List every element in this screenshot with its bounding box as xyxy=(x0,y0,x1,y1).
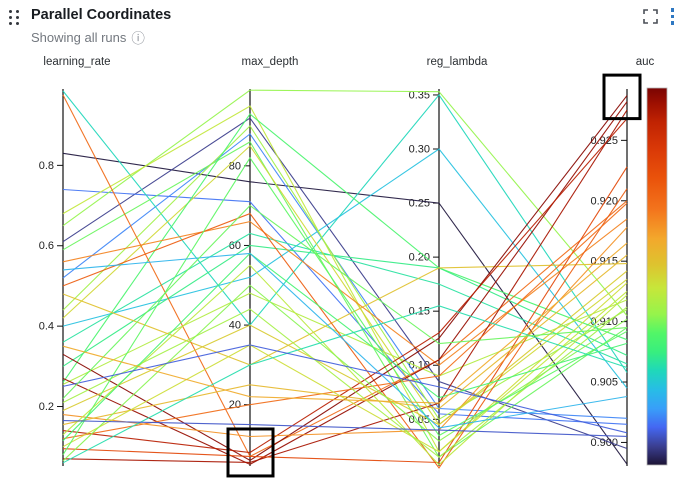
run-line[interactable] xyxy=(62,145,628,426)
axis-title-auc: auc xyxy=(636,56,655,68)
kebab-menu-button[interactable] xyxy=(670,8,674,25)
tick-label: 0.25 xyxy=(409,198,430,210)
tick-label: 0.925 xyxy=(590,135,618,147)
run-line[interactable] xyxy=(62,202,628,440)
run-line[interactable] xyxy=(62,117,628,450)
run-line[interactable] xyxy=(62,242,628,404)
run-line[interactable] xyxy=(62,292,628,385)
run-line[interactable] xyxy=(62,90,628,373)
run-line[interactable] xyxy=(62,105,628,453)
run-line[interactable] xyxy=(62,218,628,366)
run-line[interactable] xyxy=(62,118,628,454)
tick-label: 0.30 xyxy=(409,144,430,156)
run-line[interactable] xyxy=(62,254,628,426)
run-line[interactable] xyxy=(62,101,628,466)
run-line[interactable] xyxy=(62,284,628,462)
panel-title: Parallel Coordinates xyxy=(31,7,172,23)
tick-label: 80 xyxy=(229,160,241,172)
tick-label: 0.900 xyxy=(590,437,618,449)
fullscreen-icon xyxy=(642,8,658,24)
axis-learning_rate[interactable]: learning_rate 0.8 0.6 0.4 0.2 xyxy=(39,56,111,466)
panel-header: Parallel Coordinates Showing all runs ⓘ xyxy=(0,0,686,48)
run-lines[interactable] xyxy=(62,89,628,469)
annotation-box-max_depth[interactable] xyxy=(226,427,275,478)
run-line[interactable] xyxy=(62,95,628,462)
run-line[interactable] xyxy=(62,344,628,434)
tick-label: 0.35 xyxy=(409,89,430,101)
run-line[interactable] xyxy=(62,94,628,458)
run-line[interactable] xyxy=(62,204,628,399)
axis-title-learning_rate: learning_rate xyxy=(43,56,110,68)
run-line[interactable] xyxy=(62,420,628,437)
run-line[interactable] xyxy=(62,306,628,458)
run-line[interactable] xyxy=(62,264,628,466)
run-line[interactable] xyxy=(62,89,628,316)
tick-label: 0.8 xyxy=(39,160,54,172)
run-line[interactable] xyxy=(62,166,628,464)
annotation-box-auc[interactable] xyxy=(602,73,642,121)
run-line[interactable] xyxy=(62,252,628,429)
axis-title-reg_lambda: reg_lambda xyxy=(427,56,488,68)
axis-title-max_depth: max_depth xyxy=(242,56,299,68)
tick-label: 0.6 xyxy=(39,240,54,252)
info-icon[interactable]: ⓘ xyxy=(131,31,145,46)
run-line[interactable] xyxy=(62,148,628,389)
run-line[interactable] xyxy=(62,252,628,442)
panel-subtitle: Showing all runs ⓘ xyxy=(31,27,145,47)
run-line[interactable] xyxy=(62,227,628,438)
run-line[interactable] xyxy=(62,244,628,367)
run-line[interactable] xyxy=(62,270,628,426)
run-line[interactable] xyxy=(62,232,628,365)
run-line[interactable] xyxy=(62,156,628,455)
run-line[interactable] xyxy=(62,152,628,465)
run-line[interactable] xyxy=(62,305,628,464)
tick-label: 60 xyxy=(229,240,241,252)
tick-label: 0.10 xyxy=(409,360,430,372)
fullscreen-button[interactable] xyxy=(642,8,658,24)
tick-label: 0.2 xyxy=(39,401,54,413)
tick-label: 20 xyxy=(229,399,241,411)
drag-handle-icon[interactable] xyxy=(8,9,26,27)
axis-max_depth[interactable]: max_depth 80 60 40 20 xyxy=(229,56,299,466)
run-line[interactable] xyxy=(62,141,628,458)
run-line[interactable] xyxy=(62,282,628,453)
run-line[interactable] xyxy=(62,125,628,421)
tick-label: 40 xyxy=(229,320,241,332)
tick-label: 0.920 xyxy=(590,195,618,207)
tick-label: 0.905 xyxy=(590,377,618,389)
tick-label: 0.20 xyxy=(409,252,430,264)
subtitle-text: Showing all runs xyxy=(31,30,127,45)
tick-label: 0.4 xyxy=(39,321,54,333)
colorbar xyxy=(646,87,668,466)
run-line[interactable] xyxy=(62,263,628,366)
run-line[interactable] xyxy=(62,133,628,419)
run-line[interactable] xyxy=(62,113,628,383)
